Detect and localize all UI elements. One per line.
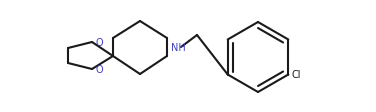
Text: Cl: Cl bbox=[291, 70, 301, 80]
Text: O: O bbox=[95, 38, 103, 48]
Text: NH: NH bbox=[171, 43, 186, 53]
Text: O: O bbox=[95, 64, 103, 74]
